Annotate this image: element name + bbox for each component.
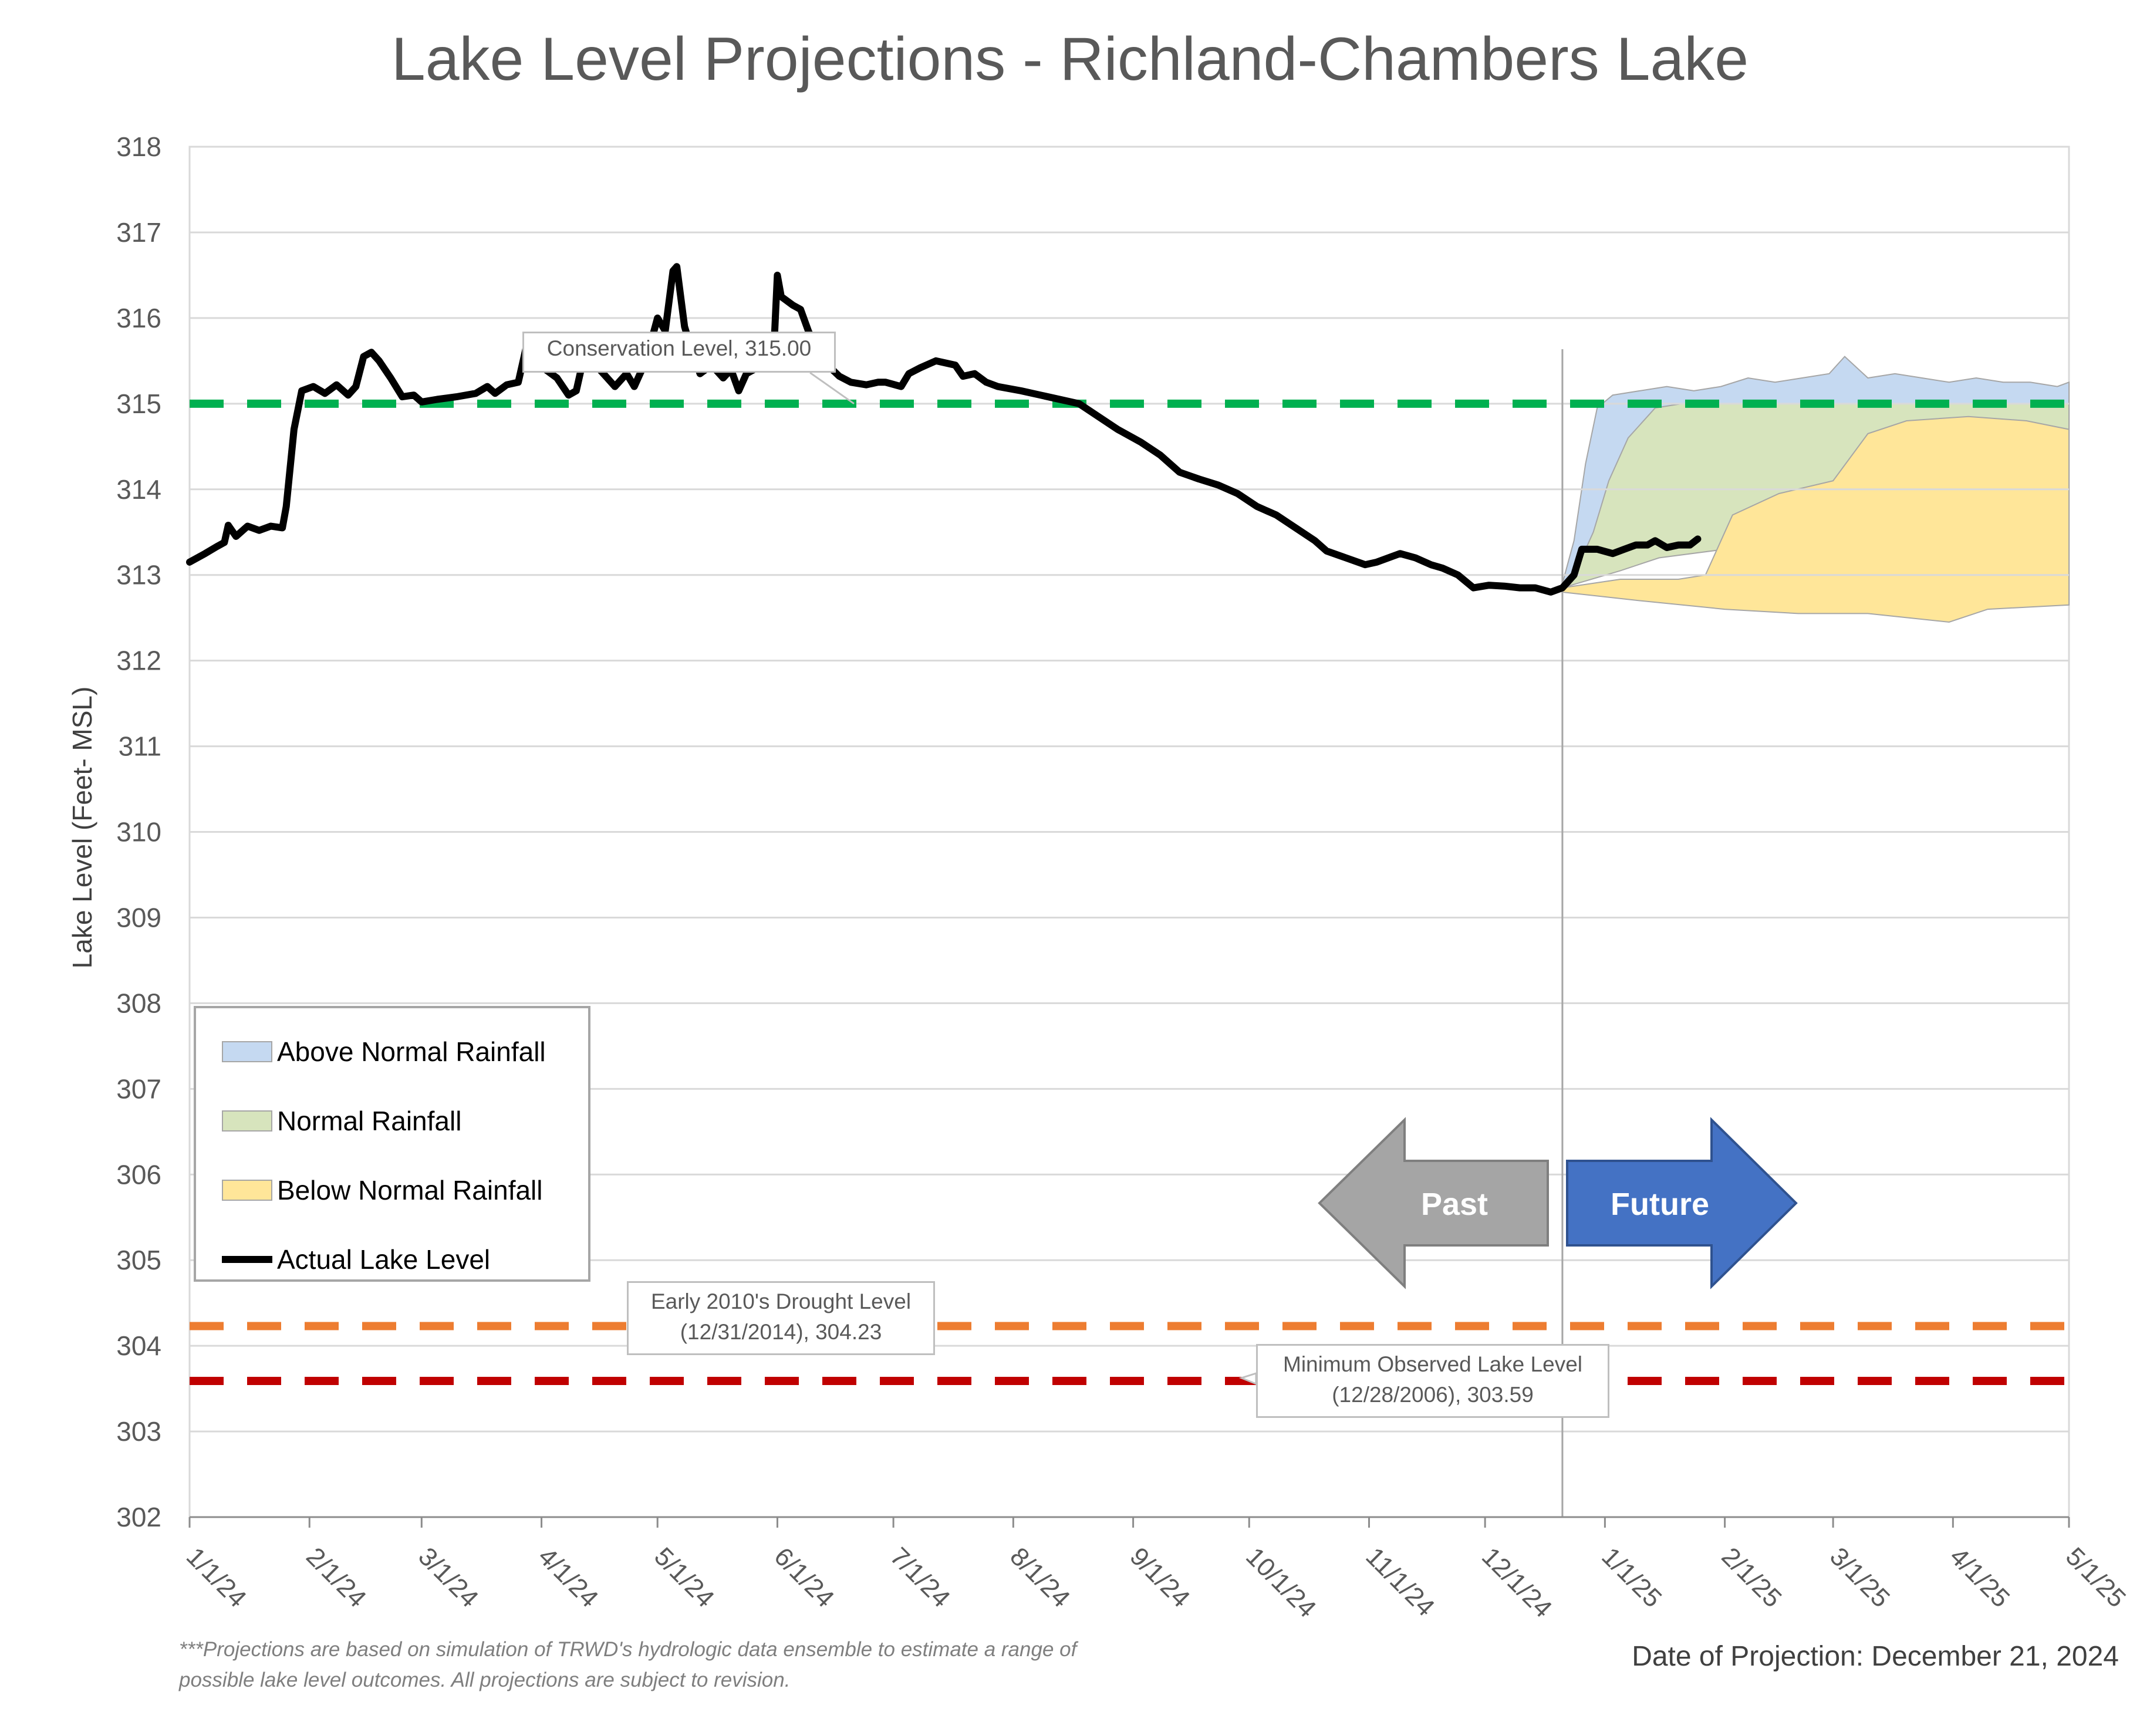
chart-title: Lake Level Projections - Richland-Chambe… [391,25,1749,93]
y-tick-label-308: 308 [116,988,161,1018]
y-tick-label-315: 315 [116,389,161,419]
reference-lines [190,371,2069,1386]
chart-legend: Above Normal Rainfall Normal Rainfall Be… [194,1006,590,1282]
conservation-level-callout: Conservation Level, 315.00 [522,332,836,373]
past-future-arrows: Past Future [1318,1117,1798,1289]
legend-label-normal: Normal Rainfall [277,1106,462,1136]
legend-swatch-above-normal [222,1041,272,1062]
minimum-level-label-line1: Minimum Observed Lake Level [1283,1352,1582,1376]
legend-swatch-below-normal [222,1180,272,1201]
legend-item-normal: Normal Rainfall [222,1103,461,1139]
y-tick-label-305: 305 [116,1245,161,1275]
y-tick-label-303: 303 [116,1416,161,1447]
legend-line-actual [222,1256,272,1263]
future-arrow-label: Future [1611,1187,1709,1222]
legend-label-below-normal: Below Normal Rainfall [277,1175,543,1205]
conservation-level-label: Conservation Level, 315.00 [546,336,812,360]
y-tick-label-304: 304 [116,1330,161,1361]
legend-label-actual: Actual Lake Level [277,1244,491,1275]
past-arrow-label: Past [1421,1187,1488,1222]
x-tick-label-5: 6/1/24 [768,1542,839,1613]
y-tick-label-314: 314 [116,474,161,505]
x-tick-label-11: 12/1/24 [1476,1542,1557,1623]
drought-level-label-line1: Early 2010's Drought Level [650,1289,912,1313]
future-arrow [1566,1117,1798,1289]
projection-date: Date of Projection: December 21, 2024 [1632,1641,2119,1672]
x-tick-label-7: 8/1/24 [1004,1542,1075,1613]
x-tick-label-0: 1/1/24 [181,1542,252,1613]
x-tick-label-12: 1/1/25 [1596,1542,1667,1613]
x-tick-label-14: 3/1/25 [1824,1542,1895,1613]
drought-level-label-line2: (12/31/2014), 304.23 [680,1320,882,1344]
x-tick-label-10: 11/1/24 [1360,1542,1440,1622]
legend-label-above-normal: Above Normal Rainfall [277,1036,546,1067]
legend-swatch-normal [222,1110,272,1132]
y-tick-label-307: 307 [116,1073,161,1104]
y-tick-label-318: 318 [116,131,161,162]
y-tick-label-302: 302 [116,1502,161,1532]
minimum-level-callout: Minimum Observed Lake Level (12/28/2006)… [1256,1344,1609,1418]
legend-item-actual: Actual Lake Level [222,1242,490,1277]
y-tick-label-309: 309 [116,902,161,933]
x-tick-label-8: 9/1/24 [1125,1542,1196,1613]
y-tick-label-306: 306 [116,1159,161,1190]
x-tick-label-16: 5/1/25 [2060,1542,2131,1613]
y-tick-label-313: 313 [116,560,161,590]
drought-level-callout: Early 2010's Drought Level (12/31/2014),… [627,1281,935,1355]
x-tick-label-9: 10/1/24 [1240,1542,1321,1623]
minimum-level-label-line2: (12/28/2006), 303.59 [1332,1383,1534,1407]
actual-lake-level-series [186,263,1702,596]
y-tick-label-316: 316 [116,303,161,333]
legend-item-below-normal: Below Normal Rainfall [222,1173,543,1208]
y-tick-label-312: 312 [116,646,161,676]
y-tick-label-310: 310 [116,817,161,847]
x-tick-label-6: 7/1/24 [885,1542,956,1613]
series-actual-lake-level [186,263,1702,596]
x-tick-label-3: 4/1/24 [532,1542,603,1613]
x-tick-label-15: 4/1/25 [1944,1542,2015,1613]
band-below-normal-rainfall [1561,416,2070,623]
y-tick-label-317: 317 [116,217,161,248]
past-arrow [1318,1117,1549,1289]
x-tick-label-2: 3/1/24 [413,1542,484,1613]
footnote: ***Projections are based on simulation o… [179,1638,1077,1691]
x-tick-label-13: 2/1/25 [1716,1542,1787,1613]
x-tick-label-1: 2/1/24 [301,1542,372,1613]
legend-item-above-normal: Above Normal Rainfall [222,1034,546,1069]
y-tick-label-311: 311 [119,731,161,762]
x-tick-label-4: 5/1/24 [649,1542,720,1613]
conservation-callout-pointer [809,371,855,405]
